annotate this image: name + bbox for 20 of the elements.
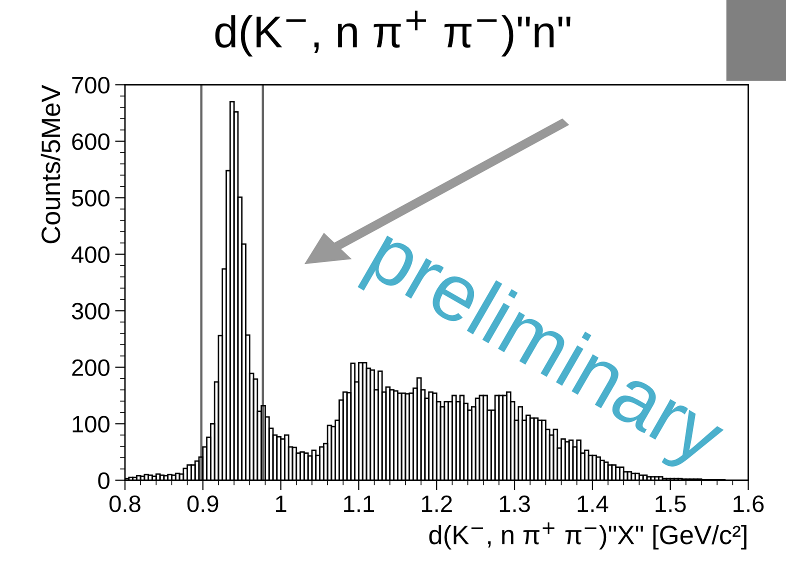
- x-tick-label: 1: [276, 496, 286, 512]
- y-tick-label: 700: [72, 76, 110, 94]
- x-tick-label: 1.1: [344, 496, 374, 512]
- y-tick-label: 400: [72, 246, 110, 264]
- y-tick-label: 0: [98, 472, 110, 490]
- y-tick-label: 500: [72, 190, 110, 207]
- x-tick-label: 1.6: [734, 495, 764, 512]
- x-tick-label: 1.2: [422, 495, 452, 512]
- chart-title: d(K$^{−}$, n π$^{+}$ π$^{−}$)"n": [215, 10, 570, 57]
- y-tick-label: 300: [72, 302, 110, 320]
- y-axis-title: Counts/5MeV: [40, 84, 60, 244]
- y-tick-label: 600: [72, 133, 110, 150]
- x-tick-label: 1.5: [656, 496, 686, 512]
- x-tick-label: 1.3: [500, 495, 530, 512]
- x-tick-label: 1.4: [578, 496, 608, 512]
- y-tick-label: 100: [72, 416, 110, 433]
- x-tick-label: 0.9: [187, 495, 218, 512]
- x-axis-title: d(K$^{−}$, n π$^{+}$ π$^{−}$)"X" [GeV/c²]: [429, 522, 746, 550]
- x-tick-label: 0.8: [109, 495, 140, 512]
- y-tick-label: 200: [72, 359, 110, 376]
